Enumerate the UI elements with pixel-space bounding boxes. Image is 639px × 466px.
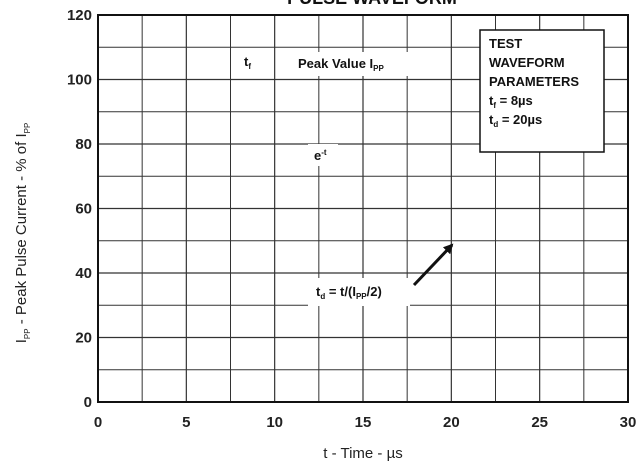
x-tick-label: 25 bbox=[531, 414, 548, 431]
x-tick-label: 20 bbox=[443, 414, 460, 431]
exp-label-bg bbox=[308, 144, 338, 166]
parameters-box bbox=[479, 29, 605, 153]
x-tick-label: 5 bbox=[182, 414, 190, 431]
y-tick-label: 0 bbox=[84, 394, 92, 411]
y-tick-label: 60 bbox=[75, 201, 92, 218]
td-label-bg bbox=[308, 278, 410, 306]
annotation-layer: tf Peak Value IPP e-t td = t/(IPP/2) bbox=[244, 52, 412, 306]
peak-value-label: Peak Value IPP bbox=[298, 56, 385, 73]
arrow-line bbox=[412, 243, 454, 287]
parameters-line: td = 20µs bbox=[489, 112, 542, 129]
chart-title: PULSE WAVEFORM bbox=[287, 0, 457, 8]
y-tick-label: 40 bbox=[75, 265, 92, 282]
y-tick-label: 100 bbox=[67, 72, 92, 89]
td-label: td = t/(IPP/2) bbox=[316, 284, 382, 301]
parameters-text: TEST WAVEFORM PARAMETERS tf = 8µs td = 20µs bbox=[489, 36, 579, 129]
parameters-line: tf = 8µs bbox=[489, 93, 533, 110]
x-axis-label: t - Time - µs bbox=[323, 445, 402, 462]
x-tick-label: 0 bbox=[94, 414, 102, 431]
y-tick-label: 120 bbox=[67, 7, 92, 24]
parameters-line: TEST bbox=[489, 36, 522, 51]
peak-value-label-bg bbox=[292, 52, 412, 76]
parameters-line: WAVEFORM bbox=[489, 55, 565, 70]
y-tick-label: 20 bbox=[75, 330, 92, 347]
tick-layer: 0 20 40 60 80 100 120 0 5 10 15 20 25 30 bbox=[67, 7, 636, 431]
y-axis-label: IPP - Peak Pulse Current - % of IPP bbox=[13, 123, 32, 344]
tf-label: tf bbox=[244, 54, 251, 71]
parameters-line: PARAMETERS bbox=[489, 74, 579, 89]
x-tick-label: 15 bbox=[355, 414, 372, 431]
grid-layer bbox=[97, 14, 629, 403]
plot-border bbox=[97, 14, 629, 403]
x-tick-label: 10 bbox=[266, 414, 283, 431]
exp-label: e-t bbox=[314, 148, 327, 163]
y-tick-label: 80 bbox=[75, 136, 92, 153]
x-tick-label: 30 bbox=[620, 414, 637, 431]
